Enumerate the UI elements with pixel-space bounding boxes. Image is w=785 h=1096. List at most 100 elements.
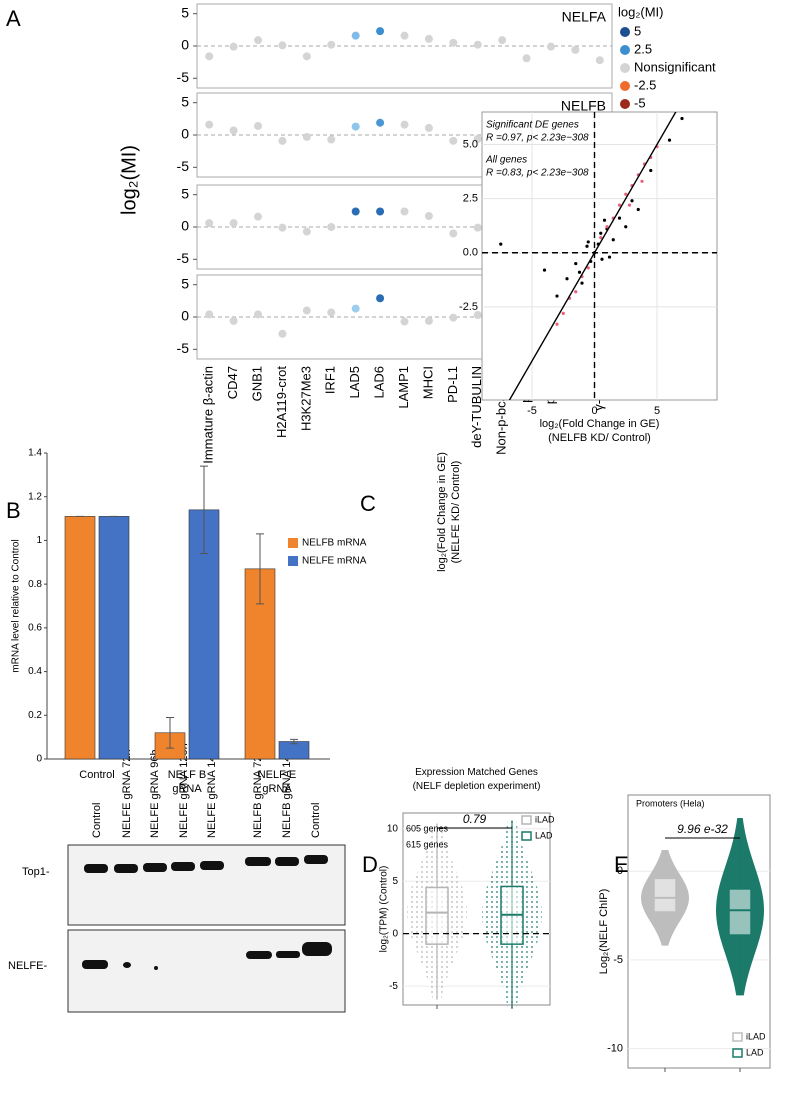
- x-tick-label: LAD5: [347, 366, 362, 399]
- annotation: R =0.83, p< 2.23e−308: [486, 168, 589, 179]
- x-tick-label-line: NELF B: [168, 769, 207, 781]
- legend-swatch: [732, 1048, 743, 1058]
- dot: [327, 308, 336, 317]
- dot: [351, 207, 360, 216]
- dot: [449, 229, 458, 238]
- y-axis-label-line: log₂(Fold Change in GE): [436, 452, 448, 572]
- panel-label: D: [362, 852, 378, 877]
- legend-label: NELFE mRNA: [302, 556, 367, 567]
- legend-swatch: [732, 1032, 743, 1042]
- dot: [376, 27, 385, 36]
- y-tick-label: 10: [387, 823, 399, 834]
- dot: [327, 223, 336, 231]
- dot: [205, 52, 214, 61]
- y-tick-label: 1.4: [28, 448, 42, 459]
- y-tick-label: -5: [177, 158, 190, 174]
- dot: [278, 223, 287, 232]
- y-tick-label: 0.6: [28, 622, 42, 633]
- y-tick-label: -5: [177, 69, 190, 85]
- dot: [546, 42, 555, 51]
- panel-label: B: [6, 498, 21, 523]
- lane-label: NELFE gRNA 120h: [178, 743, 190, 838]
- dot: [351, 304, 360, 313]
- dot: [376, 207, 385, 216]
- legend-label: LAD: [746, 1047, 764, 1057]
- y-tick-label: -5: [389, 981, 398, 992]
- point: [640, 179, 644, 183]
- dot: [229, 316, 238, 325]
- dot: [473, 223, 482, 232]
- point: [580, 281, 584, 285]
- y-tick-label: 0: [181, 126, 189, 142]
- dot: [302, 52, 311, 61]
- p-value: 0.79: [463, 812, 487, 826]
- points: [499, 116, 684, 326]
- chart-title: Promoters (Hela): [636, 798, 705, 808]
- lane-label: Control: [310, 803, 322, 838]
- dot: [522, 54, 531, 63]
- point: [602, 218, 607, 222]
- dot: [351, 122, 360, 131]
- legend-label: 5: [634, 23, 641, 38]
- x-tick-label: IRF1: [323, 366, 338, 394]
- dot: [229, 126, 238, 135]
- lane-label: NELFB gRNA 144h: [281, 743, 293, 838]
- row-label: Top1-: [22, 866, 50, 878]
- lane-label: NELFE gRNA 72h: [121, 749, 133, 838]
- y-tick-label: 5: [392, 876, 398, 887]
- dot: [351, 31, 360, 40]
- point: [555, 294, 559, 298]
- p-value: 9.96 e-32: [677, 822, 728, 836]
- legend-label: Nonsignificant: [634, 59, 716, 74]
- dot: [449, 136, 458, 145]
- blot-frame: [67, 844, 346, 926]
- point: [611, 238, 615, 242]
- dot: [205, 120, 214, 129]
- chart-title: Expression Matched Genes (NELF depletion …: [413, 767, 541, 792]
- legend-label: iLAD: [746, 1031, 766, 1041]
- annotation: Significant DE genes: [486, 120, 579, 131]
- dot: [400, 120, 409, 129]
- x-tick-label-line: gRNA: [262, 783, 292, 795]
- error-bar: [290, 738, 298, 745]
- y-axis-label: Log₂(NELF ChIP): [598, 889, 610, 975]
- x-tick-label: GNB1: [249, 366, 264, 401]
- dot: [254, 212, 263, 221]
- dot: [571, 45, 580, 54]
- count-label: 615 genes: [406, 839, 449, 849]
- dot: [424, 34, 433, 43]
- x-tick-label-line: Control: [79, 769, 114, 781]
- x-tick-label: -5: [527, 405, 537, 417]
- dot: [473, 40, 482, 49]
- dot: [302, 227, 311, 236]
- dot: [473, 311, 482, 320]
- bar: [64, 516, 96, 760]
- legend-swatch: [521, 831, 532, 841]
- dot: [205, 310, 214, 319]
- x-axis-label: log₂(Fold Change in GE) (NELFB KD/ Contro…: [540, 418, 660, 444]
- x-tick-label: deY-TUBULIN: [469, 366, 484, 448]
- y-tick-label: 5: [181, 185, 189, 201]
- legend-title: log₂(MI): [618, 4, 664, 19]
- dot: [400, 317, 409, 326]
- point: [607, 255, 612, 259]
- point: [630, 199, 634, 203]
- y-tick-label: 0: [617, 865, 623, 877]
- dot: [278, 136, 287, 145]
- legend-swatch: [620, 81, 630, 91]
- point: [600, 257, 604, 261]
- y-tick-label: 0.8: [28, 579, 42, 590]
- dot: [424, 123, 433, 132]
- dot: [302, 306, 311, 315]
- x-axis-label-line: (NELFB KD/ Control): [548, 432, 651, 444]
- dot: [327, 135, 336, 144]
- y-tick-label: 0: [181, 218, 189, 234]
- point: [649, 168, 653, 173]
- dot: [278, 329, 287, 338]
- legend-swatch: [620, 99, 630, 109]
- y-axis-label: log₂(TPM) (Control): [379, 866, 390, 953]
- annotation: All genes: [485, 155, 527, 166]
- y-tick-label: 5: [181, 4, 189, 20]
- x-tick-label-line: NELF E: [258, 769, 297, 781]
